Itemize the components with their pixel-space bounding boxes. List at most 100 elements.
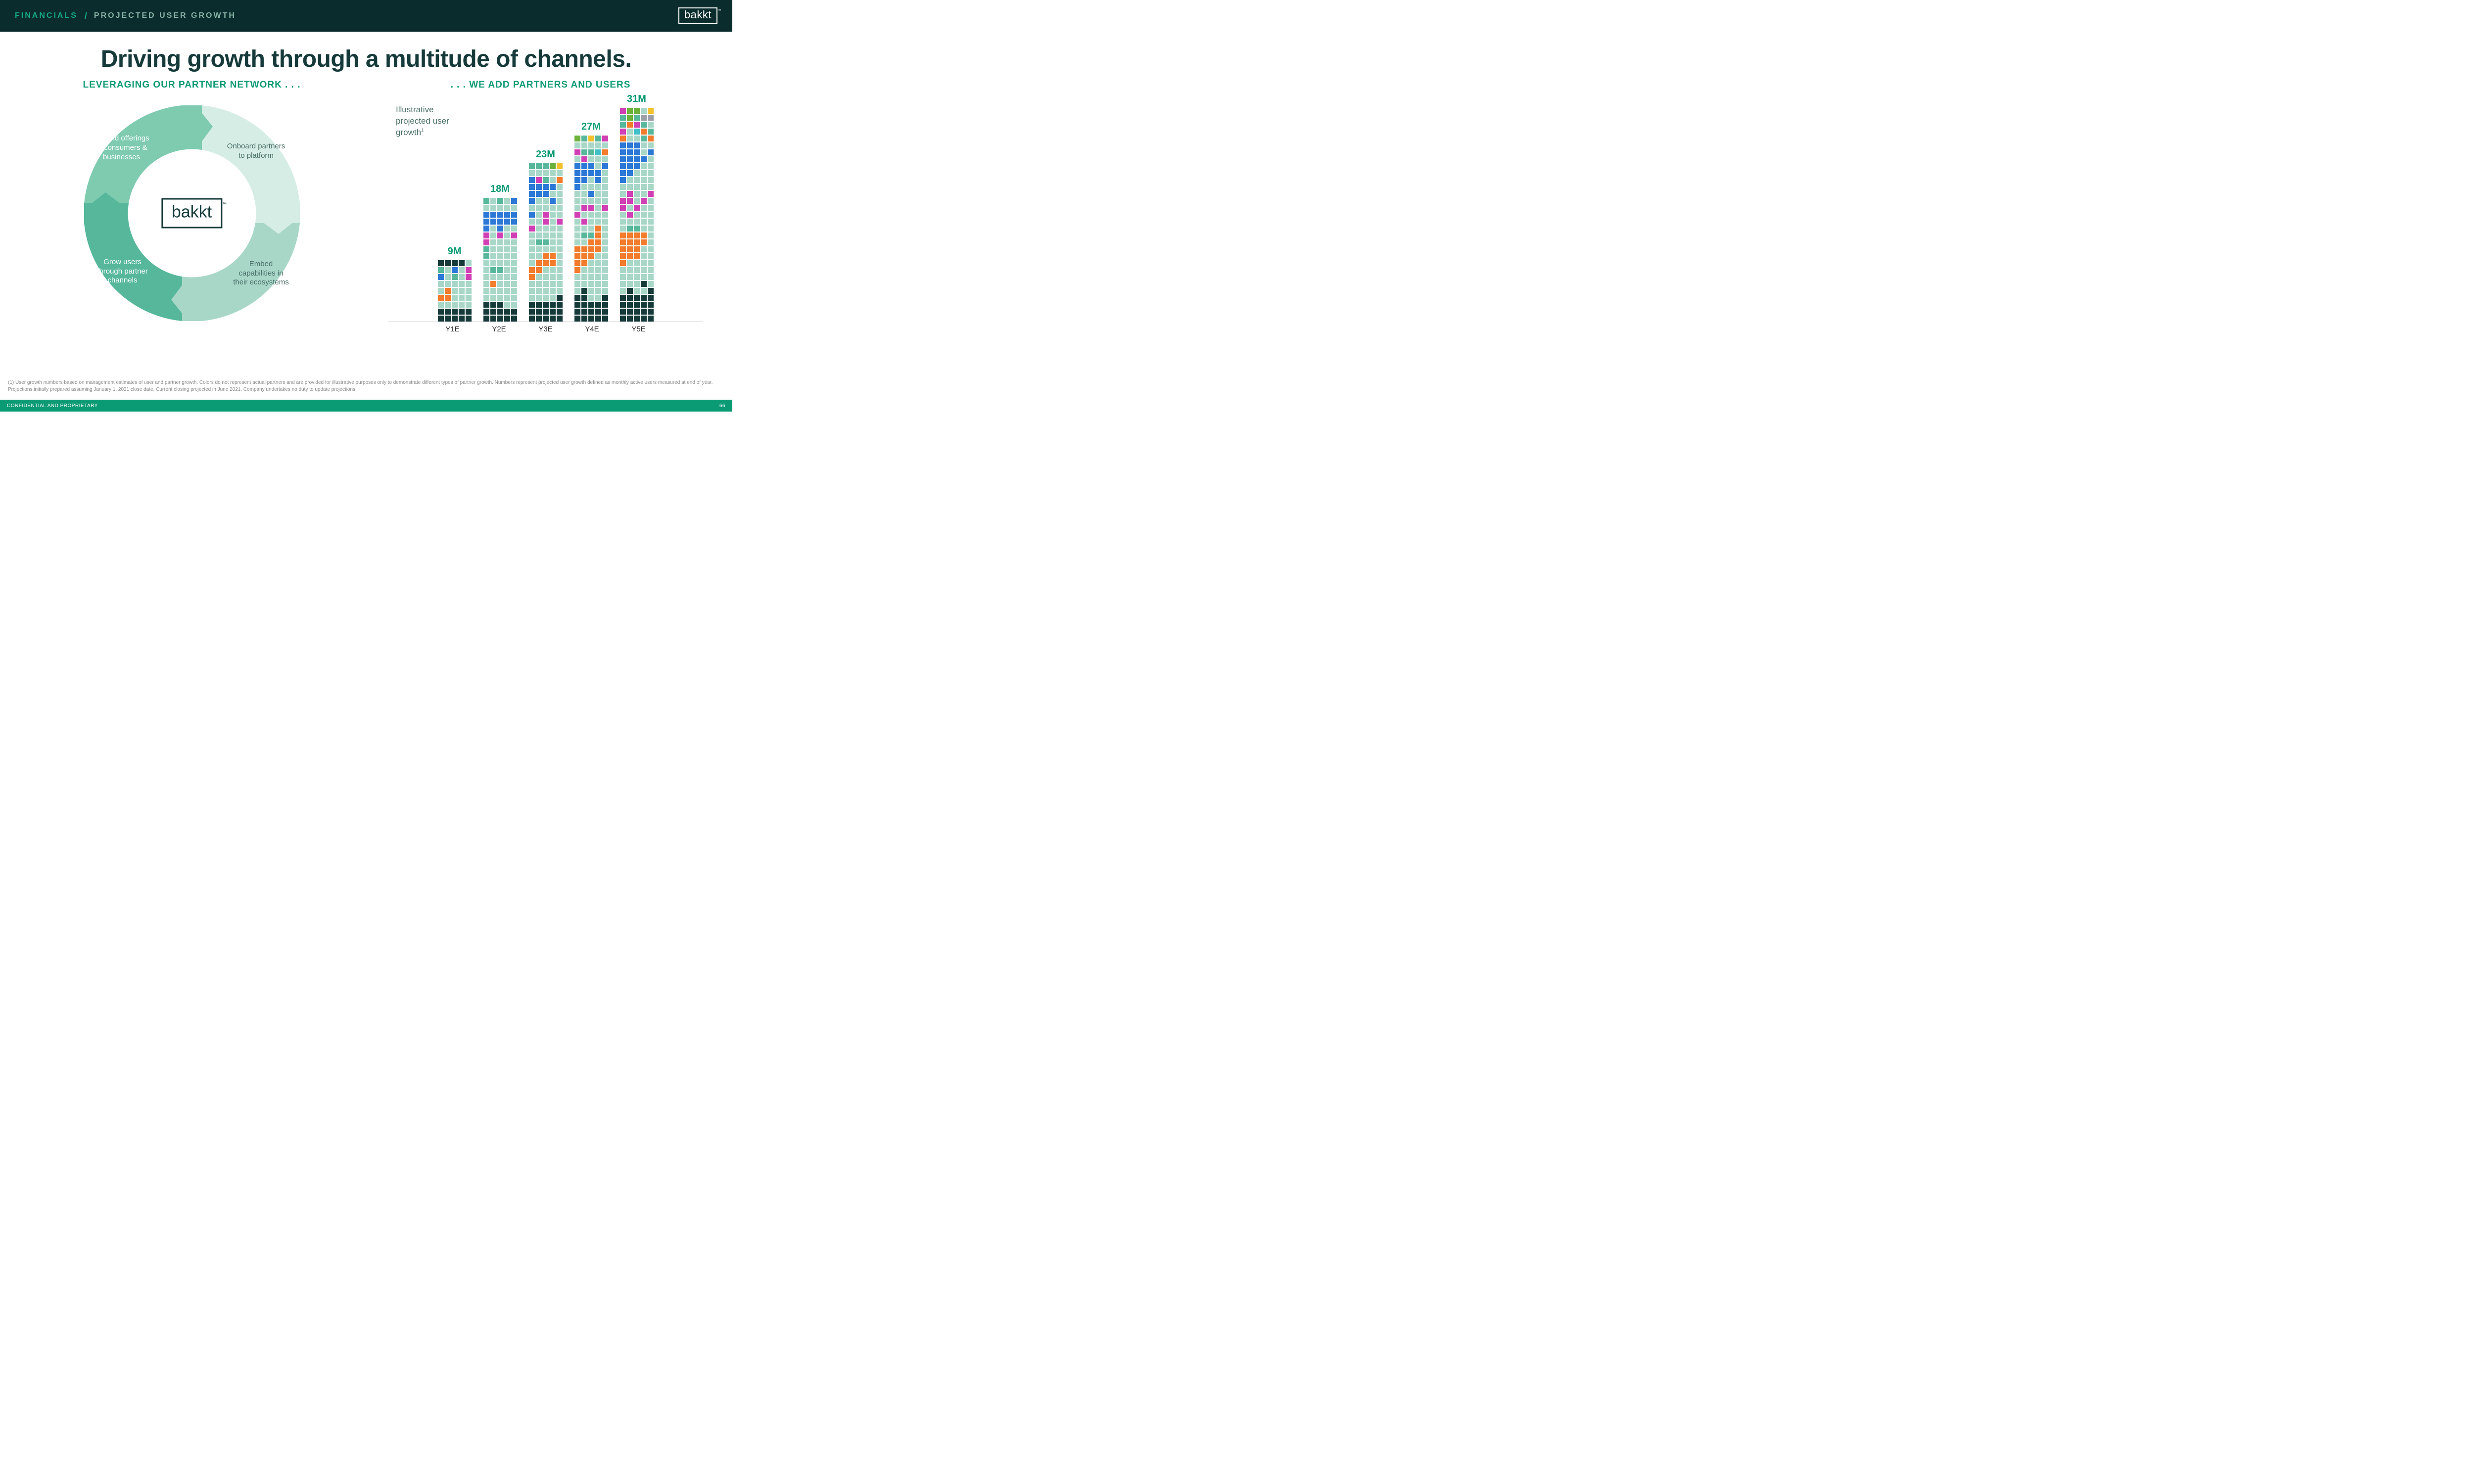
unit-cell [641, 108, 647, 114]
unit-cell [557, 295, 563, 301]
unit-cell [588, 295, 594, 301]
unit-cell [574, 205, 580, 211]
bar-value: 31M [627, 93, 646, 105]
unit-cell [602, 239, 608, 245]
unit-cell [627, 302, 633, 308]
unit-cell [602, 142, 608, 148]
unit-cell [648, 129, 654, 135]
unit-cell [627, 295, 633, 301]
unit-cell [620, 253, 626, 259]
unit-cell [497, 253, 503, 259]
unit-cell [536, 316, 542, 322]
unit-cell [641, 281, 647, 287]
unit-cell [595, 156, 601, 162]
unit-cell [648, 246, 654, 252]
unit-cell [543, 170, 549, 176]
unit-cell [504, 205, 510, 211]
unit-cell [543, 184, 549, 190]
unit-cell [529, 309, 535, 315]
unit-cell [588, 205, 594, 211]
unit-cell [445, 316, 451, 322]
unit-cell [483, 295, 489, 301]
unit-cell [459, 295, 465, 301]
unit-cell [588, 267, 594, 273]
unit-cell [581, 191, 587, 197]
unit-cell [557, 205, 563, 211]
unit-cell [543, 239, 549, 245]
unit-cell [574, 219, 580, 225]
page-title: Driving growth through a multitude of ch… [0, 46, 732, 73]
footer-left: CONFIDENTIAL AND PROPRIETARY [7, 403, 98, 409]
unit-cell [536, 274, 542, 280]
unit-cell [595, 295, 601, 301]
unit-cell [529, 260, 535, 266]
unit-cell [634, 205, 640, 211]
unit-cell [550, 226, 556, 232]
unit-cell [588, 253, 594, 259]
unit-cell [595, 136, 601, 141]
unit-cell [536, 267, 542, 273]
unit-cell [490, 267, 496, 273]
unit-cell [511, 212, 517, 218]
unit-cell [550, 177, 556, 183]
unit-cell [466, 274, 472, 280]
unit-cell [543, 246, 549, 252]
unit-cell [497, 281, 503, 287]
unit-cell [602, 149, 608, 155]
unit-cell [620, 302, 626, 308]
unit-grid [483, 198, 517, 322]
unit-cell [529, 198, 535, 204]
unit-cell [588, 274, 594, 280]
unit-cell [452, 281, 458, 287]
unit-cell [634, 295, 640, 301]
unit-cell [602, 156, 608, 162]
unit-cell [595, 316, 601, 322]
unit-cell [543, 191, 549, 197]
unit-cell [574, 253, 580, 259]
unit-cell [634, 260, 640, 266]
unit-cell [588, 136, 594, 141]
unit-cell [634, 267, 640, 273]
unit-cell [602, 267, 608, 273]
unit-cell [529, 212, 535, 218]
unit-cell [466, 302, 472, 308]
unit-cell [620, 198, 626, 204]
unit-cell [634, 281, 640, 287]
unit-cell [648, 191, 654, 197]
unit-cell [641, 219, 647, 225]
unit-cell [529, 267, 535, 273]
unit-cell [634, 177, 640, 183]
unit-cell [511, 267, 517, 273]
unit-cell [588, 142, 594, 148]
unit-cell [574, 246, 580, 252]
unit-cell [550, 205, 556, 211]
unit-cell [497, 212, 503, 218]
unit-cell [588, 302, 594, 308]
unit-cell [550, 232, 556, 238]
unit-cell [620, 295, 626, 301]
unit-cell [641, 205, 647, 211]
unit-cell [641, 191, 647, 197]
breadcrumb-sep-icon: / [85, 11, 87, 21]
unit-cell [627, 163, 633, 169]
unit-cell [490, 281, 496, 287]
unit-cell [648, 115, 654, 121]
unit-cell [550, 184, 556, 190]
unit-cell [452, 274, 458, 280]
unit-cell [529, 219, 535, 225]
unit-cell [536, 163, 542, 169]
unit-cell [550, 246, 556, 252]
unit-cell [574, 274, 580, 280]
unit-cell [574, 163, 580, 169]
unit-cell [536, 198, 542, 204]
unit-cell [483, 205, 489, 211]
unit-cell [581, 177, 587, 183]
unit-cell [627, 309, 633, 315]
unit-cell [490, 205, 496, 211]
unit-cell [536, 232, 542, 238]
unit-cell [648, 274, 654, 280]
unit-cell [595, 219, 601, 225]
unit-cell [641, 136, 647, 141]
unit-cell [641, 274, 647, 280]
unit-cell [627, 177, 633, 183]
